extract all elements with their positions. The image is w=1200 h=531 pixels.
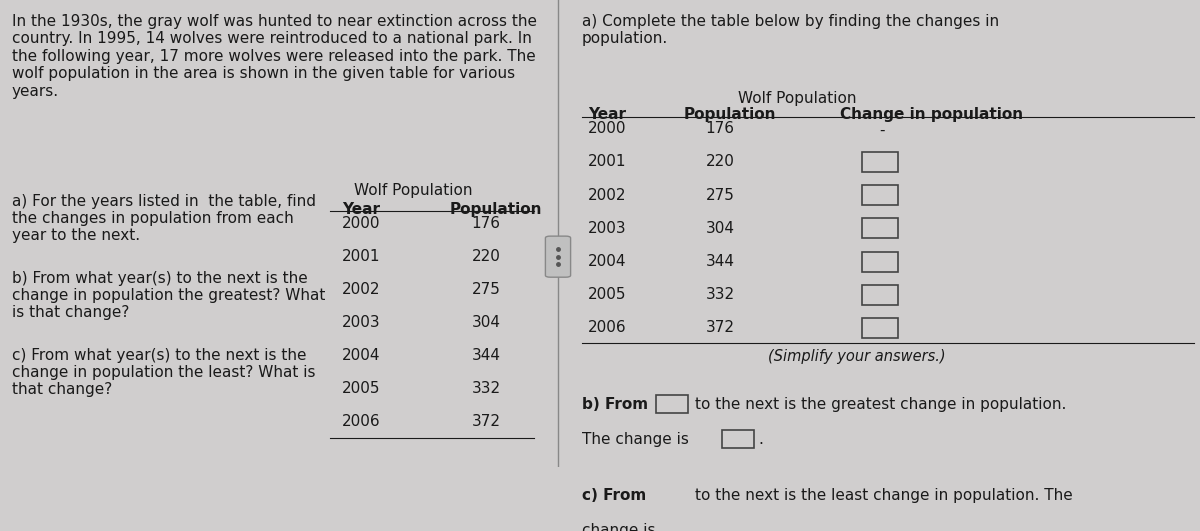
Text: Wolf Population: Wolf Population	[354, 183, 473, 198]
Text: 2000: 2000	[342, 216, 380, 230]
Text: 2004: 2004	[588, 254, 626, 269]
Text: 2000: 2000	[588, 121, 626, 136]
FancyBboxPatch shape	[545, 236, 571, 277]
Text: c) From what year(s) to the next is the
change in population the least? What is
: c) From what year(s) to the next is the …	[12, 348, 316, 398]
Text: 275: 275	[472, 282, 500, 297]
Text: 275: 275	[706, 187, 734, 203]
Text: Population: Population	[450, 202, 542, 217]
Text: 304: 304	[472, 315, 500, 330]
Text: 2002: 2002	[342, 282, 380, 297]
Text: change is: change is	[582, 523, 655, 531]
Text: 332: 332	[472, 381, 500, 396]
Text: to the next is the greatest change in population.: to the next is the greatest change in po…	[695, 397, 1066, 412]
Text: 176: 176	[472, 216, 500, 230]
Text: b) From: b) From	[582, 397, 648, 412]
Text: 2006: 2006	[342, 414, 380, 430]
Text: .: .	[758, 432, 763, 447]
Text: 2004: 2004	[342, 348, 380, 363]
Text: to the next is the least change in population. The: to the next is the least change in popul…	[695, 488, 1073, 503]
Text: Population: Population	[684, 107, 776, 122]
Text: 2001: 2001	[588, 155, 626, 169]
Text: 2005: 2005	[588, 287, 626, 302]
Text: 344: 344	[472, 348, 500, 363]
Text: 332: 332	[706, 287, 734, 302]
Text: 2002: 2002	[588, 187, 626, 203]
Text: a) Complete the table below by finding the changes in
population.: a) Complete the table below by finding t…	[582, 14, 1000, 46]
Text: 176: 176	[706, 121, 734, 136]
Text: a) For the years listed in  the table, find
the changes in population from each
: a) For the years listed in the table, fi…	[12, 194, 316, 243]
Text: 372: 372	[706, 320, 734, 335]
Text: In the 1930s, the gray wolf was hunted to near extinction across the
country. In: In the 1930s, the gray wolf was hunted t…	[12, 14, 538, 99]
Text: .: .	[709, 523, 714, 531]
Text: 304: 304	[706, 221, 734, 236]
Text: 344: 344	[706, 254, 734, 269]
Text: Wolf Population: Wolf Population	[738, 91, 857, 106]
Text: 220: 220	[472, 249, 500, 264]
Text: Year: Year	[588, 107, 626, 122]
Text: Year: Year	[342, 202, 380, 217]
Text: 2001: 2001	[342, 249, 380, 264]
Text: b) From what year(s) to the next is the
change in population the greatest? What
: b) From what year(s) to the next is the …	[12, 271, 325, 320]
Text: (Simplify your answers.): (Simplify your answers.)	[768, 349, 946, 364]
Text: 2003: 2003	[342, 315, 380, 330]
Text: 2006: 2006	[588, 320, 626, 335]
Text: 372: 372	[472, 414, 500, 430]
Text: 220: 220	[706, 155, 734, 169]
Text: Change in population: Change in population	[840, 107, 1024, 122]
Text: -: -	[880, 123, 886, 138]
Text: 2005: 2005	[342, 381, 380, 396]
Text: c) From: c) From	[582, 488, 647, 503]
Text: The change is: The change is	[582, 432, 689, 447]
Text: 2003: 2003	[588, 221, 626, 236]
